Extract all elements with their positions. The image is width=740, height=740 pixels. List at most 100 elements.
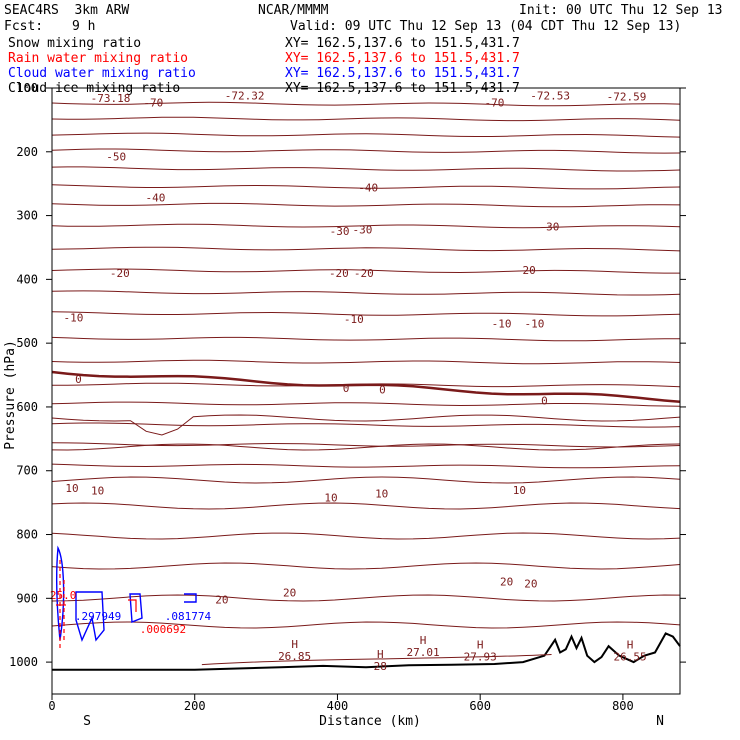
contour-label: -72.59 <box>607 90 647 103</box>
isotherm-line <box>51 246 681 252</box>
field-rain-xy: XY= 162.5,137.6 to 151.5,431.7 <box>285 51 520 66</box>
isotherm-line <box>51 311 681 317</box>
high-value-label: 26.85 <box>278 650 311 663</box>
high-value-label: 27.01 <box>407 646 440 659</box>
contour-label: -20 <box>110 267 130 280</box>
x-tick-label: 600 <box>469 699 491 713</box>
contour-label: 10 <box>375 488 388 501</box>
y-tick-label: 500 <box>16 336 38 350</box>
contour-label: 0 <box>541 395 548 408</box>
contour-label: -20 <box>354 267 374 280</box>
cloud-water-contour <box>75 591 105 642</box>
fcst-label: Fcst: <box>4 19 44 34</box>
high-marker: H <box>627 639 634 652</box>
contour-label: 10 <box>513 484 526 497</box>
contour-label: 0 <box>75 373 82 386</box>
center-label: NCAR/MMMM <box>258 3 329 18</box>
contour-label: 20 <box>524 578 537 591</box>
isotherm-line <box>51 223 681 229</box>
contour-label: 20 <box>500 576 513 589</box>
contour-label: -30 <box>330 225 350 238</box>
isotherm-line <box>51 532 681 540</box>
plot-frame <box>51 87 681 695</box>
high-marker: H <box>291 638 298 651</box>
mixing-ratio-label: .081774 <box>165 610 212 623</box>
y-tick-label: 400 <box>16 272 38 286</box>
contour-label: -10 <box>492 317 512 330</box>
contour-label: 20 <box>283 587 296 600</box>
y-tick-label: 600 <box>16 400 38 414</box>
y-tick-label: 100 <box>16 81 38 95</box>
isotherm-line <box>51 116 681 122</box>
isotherm-line <box>51 132 681 138</box>
isotherm-line <box>51 101 681 107</box>
contour-label: -70 <box>485 97 505 110</box>
isotherm-line <box>51 463 681 469</box>
contour-label: -40 <box>358 182 378 195</box>
high-value-label: 26.55 <box>613 651 646 664</box>
isotherm-line <box>51 184 681 190</box>
init-label: Init: 00 UTC Thu 12 Sep 13 <box>519 3 723 18</box>
contour-label: 20 <box>215 594 228 607</box>
isotherm-line <box>51 268 680 274</box>
high-value-label: 28 <box>374 660 387 673</box>
terrain-line <box>52 632 681 671</box>
isotherm-line <box>51 502 681 510</box>
contour-label: -40 <box>146 192 166 205</box>
contour-label: 10 <box>91 485 104 498</box>
rain-water-contour <box>128 599 137 612</box>
isotherm-line <box>51 401 681 407</box>
isotherm-line <box>51 166 681 172</box>
isotherm-line <box>51 476 681 484</box>
high-marker: H <box>477 639 484 652</box>
isotherm-line <box>51 422 681 428</box>
mixing-ratio-label: .000692 <box>140 623 186 636</box>
y-tick-label: 200 <box>16 145 38 159</box>
contour-label: -20 <box>329 267 349 280</box>
cloud-water-contour <box>184 593 197 603</box>
isotherm-line <box>51 202 681 208</box>
x-tick-label: 0 <box>48 699 55 713</box>
field-rain-name: Rain water mixing ratio <box>8 51 189 66</box>
surface-isotherm-line <box>201 653 552 666</box>
isotherm-line <box>51 442 681 448</box>
isotherm-line <box>51 594 681 602</box>
mixing-ratio-label: 25.0 <box>50 589 77 602</box>
contour-labels: -73.18 -72.32 -72.53 -72.59 -70 -70 -50 -40 -40 -… <box>50 90 647 673</box>
x-end-label-south: S <box>83 714 91 729</box>
high-marker: H <box>420 634 427 647</box>
mixing-ratio-label: .297949 <box>75 610 121 623</box>
field-snow-name: Snow mixing ratio <box>8 36 142 51</box>
contour-label: 0 <box>379 384 386 397</box>
x-tick-label: 800 <box>612 699 634 713</box>
high-marker: H <box>377 648 384 661</box>
contour-label: -30 <box>539 220 559 233</box>
isotherm-line <box>51 336 680 342</box>
contour-label: -70 <box>143 97 163 110</box>
y-tick-label: 800 <box>16 528 38 542</box>
y-axis-label: Pressure (hPa) <box>3 340 18 450</box>
field-snow-xy: XY= 162.5,137.6 to 151.5,431.7 <box>285 36 520 51</box>
terrain-profile <box>52 632 681 671</box>
isotherm-line <box>51 148 681 154</box>
valid-label: Valid: 09 UTC Thu 12 Sep 13 (04 CDT Thu … <box>290 19 682 34</box>
mixing-ratio-contours <box>55 545 197 650</box>
x-tick-label: 400 <box>327 699 349 713</box>
contour-label: -20 <box>516 264 536 277</box>
contour-label: -10 <box>524 317 544 330</box>
contour-label: 10 <box>324 492 337 505</box>
model-label: SEAC4RS 3km ARW <box>4 3 130 18</box>
high-value-label: 27.93 <box>464 651 497 664</box>
y-tick-label: 700 <box>16 464 38 478</box>
x-end-label-north: N <box>656 714 664 729</box>
x-axis-label: Distance (km) <box>319 714 421 729</box>
contour-label: -72.53 <box>530 90 570 103</box>
contour-label: -30 <box>352 224 372 237</box>
isotherm-line <box>51 562 681 570</box>
cloud-water-contour <box>129 593 143 624</box>
isotherm-line <box>51 290 681 296</box>
field-cloud-xy: XY= 162.5,137.6 to 151.5,431.7 <box>285 66 520 81</box>
field-cloud-name: Cloud water mixing ratio <box>8 66 196 81</box>
